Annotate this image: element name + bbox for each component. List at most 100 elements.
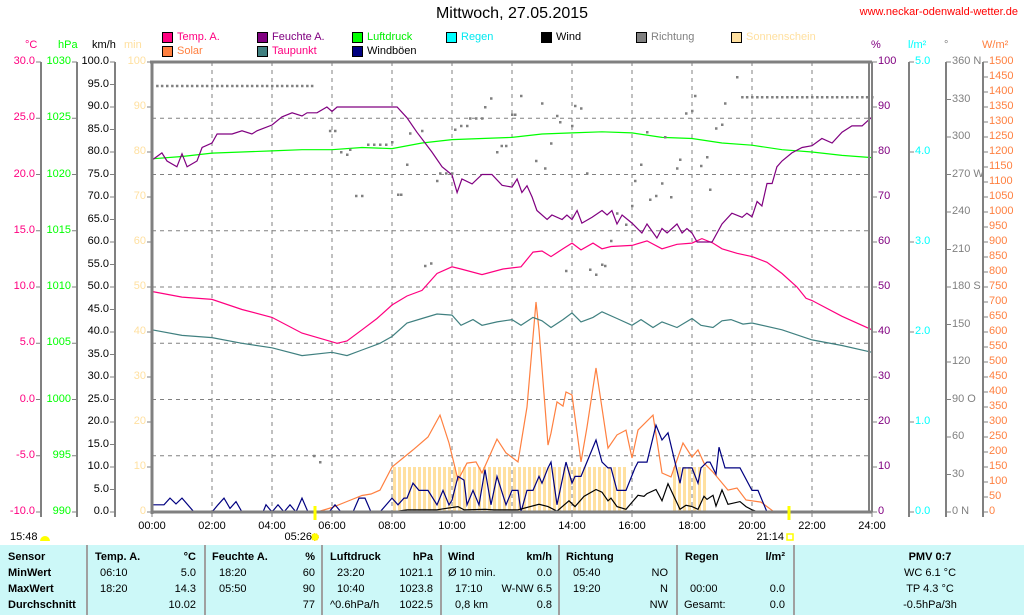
direction-point (541, 102, 544, 105)
y-tick-label-dir: 240 (952, 205, 971, 217)
wind-run: 0,8 km (455, 599, 489, 611)
y-tick-label-sun: 90 (133, 100, 146, 112)
direction-point (436, 179, 439, 183)
y-tick-label-dir: 90 O (952, 392, 976, 405)
y-tick-label-press: 1010 (46, 280, 71, 292)
sunshine-bar (438, 467, 441, 512)
sunshine-bar (688, 467, 691, 512)
press-trend: ^0.6hPa/h (330, 599, 380, 611)
sunshine-bar (398, 467, 401, 512)
direction-point (310, 84, 314, 88)
y-tick-label-wind: 75.0 (87, 167, 109, 180)
direction-point (340, 151, 343, 154)
temp-max: 14.3 (174, 583, 196, 595)
sunshine-bar (583, 467, 586, 512)
y-tick-label-rain: 3.0 (915, 235, 931, 247)
sunset-label: 21:14 (756, 531, 784, 543)
y-tick-label-hum: 10 (878, 460, 891, 472)
y-tick-label-temp: 25.0 (13, 111, 35, 124)
x-tick-label: 14:00 (558, 520, 586, 532)
direction-point (246, 84, 249, 88)
legend-label: Sonnenschein (746, 31, 816, 43)
y-tick-label-sun: 40 (133, 325, 146, 337)
y-tick-label-dir: 360 N (952, 55, 982, 67)
y-tick-label-dir: 60 (952, 430, 965, 442)
direction-point (514, 113, 517, 116)
x-tick-label: 06:00 (318, 520, 346, 532)
y-tick-label-sun: 70 (133, 190, 146, 202)
chart-title: Mittwoch, 27.05.2015 (435, 5, 589, 22)
direction-point (676, 167, 679, 170)
series-windböen (152, 423, 768, 514)
direction-point (181, 84, 184, 88)
hum-avg: 77 (302, 599, 315, 611)
series-taupunkt (151, 311, 873, 357)
sunshine-bar (523, 467, 526, 512)
direction-point (850, 96, 854, 99)
y-tick-label-solar: 1000 (989, 205, 1014, 217)
direction-point (571, 124, 574, 128)
direction-point (616, 212, 619, 215)
y-tick-label-solar: 700 (989, 295, 1008, 307)
sunshine-bar (423, 467, 426, 512)
y-tick-label-dir: 330 (952, 92, 971, 105)
x-tick-label: 22:00 (798, 520, 826, 532)
x-tick-label: 20:00 (738, 520, 766, 532)
direction-point (235, 84, 239, 88)
dir-min-time: 05:40 (573, 567, 601, 579)
wind-max-time: 17:10 (455, 583, 483, 595)
sunshine-bar (673, 467, 676, 512)
sunshine-bar (538, 467, 541, 512)
direction-point (196, 84, 199, 88)
sunshine-bar (483, 467, 486, 512)
direction-point (241, 84, 244, 88)
y-tick-label-wind: 55.0 (87, 257, 109, 270)
y-tick-label-sun: 80 (133, 145, 146, 157)
website-link[interactable]: www.neckar-odenwald-wetter.de (859, 6, 1018, 18)
y-tick-label-sun: 30 (133, 370, 146, 382)
axis-unit-press: hPa (58, 39, 78, 51)
y-tick-label-temp: 30.0 (13, 55, 35, 67)
direction-point (460, 124, 463, 128)
direction-point (391, 141, 394, 144)
direction-point (226, 84, 229, 88)
y-tick-label-hum: 50 (878, 280, 891, 292)
sunshine-bar (703, 467, 706, 512)
dir-min: NO (651, 567, 669, 579)
temp-min: 5.0 (180, 567, 196, 579)
rain-total-label: Gesamt: (684, 599, 726, 611)
direction-point (760, 96, 764, 99)
direction-point (820, 96, 824, 99)
y-tick-label-temp: 20.0 (13, 167, 35, 180)
y-tick-label-solar: 1250 (989, 130, 1014, 142)
y-tick-label-solar: 100 (989, 475, 1008, 487)
row-label-avg: Durchschnitt (8, 599, 76, 611)
direction-point (430, 262, 433, 265)
direction-point (451, 172, 454, 175)
y-tick-label-sun: 50 (133, 280, 146, 292)
sunshine-bar (603, 467, 606, 512)
y-tick-label-solar: 900 (989, 235, 1008, 247)
y-tick-label-solar: 300 (989, 415, 1008, 427)
y-tick-label-solar: 1450 (989, 70, 1014, 82)
y-tick-label-dir: 180 S (952, 280, 981, 292)
legend-label: Taupunkt (272, 45, 317, 57)
hum-min: 60 (302, 567, 315, 579)
y-tick-label-solar: 950 (989, 220, 1008, 232)
legend-pressure: Luftdruck (352, 31, 412, 43)
col-temp: Temp. A. °C 06:10 5.0 18:20 14.3 10.02 (88, 545, 206, 615)
weather-chart (36, 60, 988, 541)
header-sensor: Sensor (8, 551, 46, 563)
series-temp-a (151, 237, 873, 344)
direction-point (816, 96, 819, 99)
direction-point (397, 193, 400, 196)
direction-point (328, 129, 332, 133)
direction-point (445, 172, 448, 175)
y-tick-label-hum: 0 (878, 505, 885, 517)
direction-point (280, 84, 284, 88)
sunshine-bar (598, 467, 601, 512)
direction-point (301, 84, 304, 88)
col-sensor: Sensor MinWert MaxWert Durchschnitt (0, 545, 88, 615)
direction-point (771, 96, 774, 99)
direction-point (801, 96, 804, 99)
